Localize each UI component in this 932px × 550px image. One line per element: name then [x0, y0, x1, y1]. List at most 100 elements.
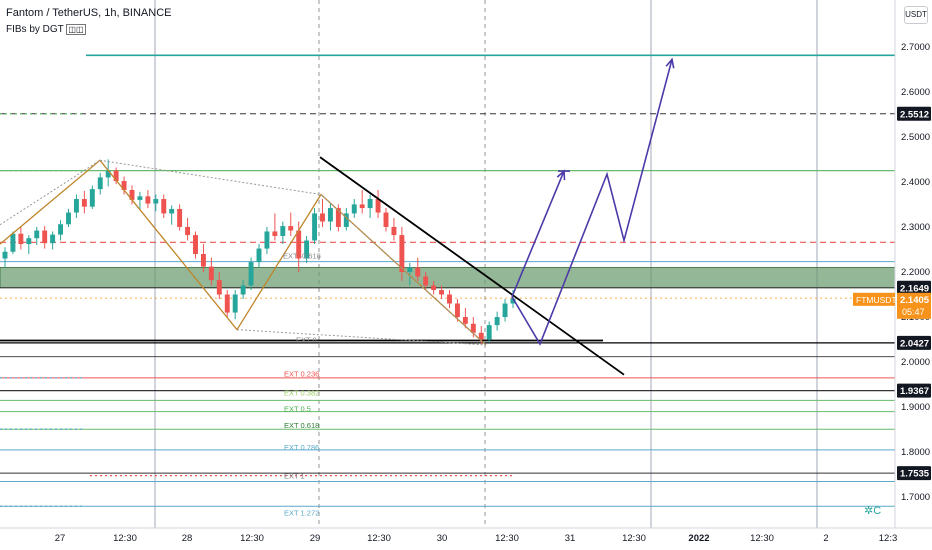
candle-body — [81, 199, 87, 207]
x-tick-label: 2 — [823, 533, 828, 544]
x-tick-label: 28 — [182, 533, 193, 544]
price-axis-bg — [895, 0, 932, 528]
candle-body — [105, 170, 111, 178]
currency-button[interactable]: USDT — [904, 6, 928, 24]
fib-label-8: EXT 1.272 — [284, 509, 319, 518]
candle — [462, 308, 468, 329]
x-tick-label: 12:30 — [240, 533, 264, 544]
chart-title: Fantom / TetherUS, 1h, BINANCE — [6, 7, 172, 19]
candle — [34, 226, 40, 245]
candle-body — [161, 199, 167, 214]
projection-arrowhead — [665, 57, 675, 69]
candle — [423, 272, 429, 291]
candle — [89, 185, 95, 209]
x-tick-label: 12:30 — [622, 533, 646, 544]
symbol-badge — [853, 292, 895, 306]
candle — [312, 208, 318, 245]
candle-body — [407, 267, 413, 272]
candle-body — [447, 294, 452, 304]
x-tick-label: 12:3 — [879, 533, 898, 544]
candle-body — [454, 303, 460, 318]
candle-body — [232, 294, 238, 313]
candle — [185, 217, 191, 241]
candle — [272, 213, 278, 241]
tradingview-logo-icon: ✲C — [864, 505, 881, 517]
candle-body — [224, 294, 230, 313]
candle-body — [50, 234, 56, 244]
price-badge — [897, 383, 931, 398]
candle-body — [296, 230, 302, 259]
candle-body — [113, 170, 119, 182]
x-tick-label: 12:30 — [495, 533, 519, 544]
candle — [367, 194, 373, 218]
price-badge — [897, 280, 931, 295]
candle-body — [193, 235, 198, 254]
x-tick-label: 12:30 — [367, 533, 391, 544]
candle — [2, 247, 8, 268]
candle-body — [439, 290, 445, 295]
price-badge — [897, 466, 931, 481]
candle-body — [351, 204, 357, 214]
candle — [169, 205, 175, 225]
price-badge-label: 1.7535 — [900, 469, 930, 480]
indicator-name: FIBs by DGT — [6, 24, 64, 35]
fib-label-2: EXT 0.236 — [284, 369, 319, 378]
price-badge — [897, 335, 931, 350]
candle-body — [391, 226, 397, 236]
candle-body — [502, 303, 508, 318]
candle — [486, 321, 492, 343]
price-badge-label: 1.9367 — [900, 386, 929, 397]
candle — [42, 226, 48, 249]
candle — [224, 290, 230, 318]
candle-body — [343, 213, 349, 227]
candle — [431, 281, 437, 295]
candle — [383, 208, 389, 232]
current-price-label: 2.1405 — [900, 295, 930, 306]
candle-body — [2, 251, 8, 259]
candle-body — [137, 196, 143, 200]
y-tick-label: 1.8000 — [901, 447, 930, 458]
y-tick-label: 2.3000 — [901, 222, 930, 233]
candle — [280, 221, 286, 245]
candle-body — [153, 199, 159, 204]
candle — [26, 235, 32, 254]
candle-body — [462, 317, 468, 324]
candle-body — [383, 212, 389, 227]
y-tick-label: 2.2000 — [901, 267, 930, 278]
candle — [97, 172, 103, 195]
countdown-label: 05:47 — [902, 307, 925, 317]
candle-body — [240, 285, 246, 295]
candle — [391, 217, 397, 241]
candle-body — [185, 226, 191, 236]
candle — [494, 311, 500, 331]
candle-body — [280, 226, 286, 236]
y-tick-label: 2.7000 — [901, 42, 930, 53]
candle-body — [327, 208, 333, 222]
candle — [216, 272, 222, 300]
candle — [359, 190, 365, 214]
indicator-label[interactable]: FIBs by DGT ◫◫ — [6, 24, 86, 35]
candle — [327, 203, 333, 231]
projection-path-short — [511, 170, 565, 298]
fib-label-6: EXT 0.786 — [284, 443, 319, 452]
current-price-badge — [897, 292, 931, 319]
candle-body — [431, 285, 437, 291]
candle-body — [335, 208, 341, 227]
candle-body — [510, 298, 516, 304]
indicator-eye-icon[interactable]: ◫◫ — [66, 24, 86, 35]
candle — [407, 262, 413, 286]
candle — [447, 290, 452, 309]
candle — [18, 226, 24, 250]
candle-body — [18, 233, 24, 245]
y-tick-label: 2.0000 — [901, 357, 930, 368]
fib-label-4: EXT 0.5 — [284, 404, 311, 413]
candle-body — [177, 208, 183, 227]
candle-body — [288, 226, 294, 231]
x-tick-label: 29 — [310, 533, 321, 544]
candle-body — [264, 231, 270, 249]
candle-body — [494, 317, 500, 326]
y-tick-label: 2.6000 — [901, 87, 930, 98]
candle — [105, 159, 111, 187]
candle-body — [42, 230, 48, 244]
